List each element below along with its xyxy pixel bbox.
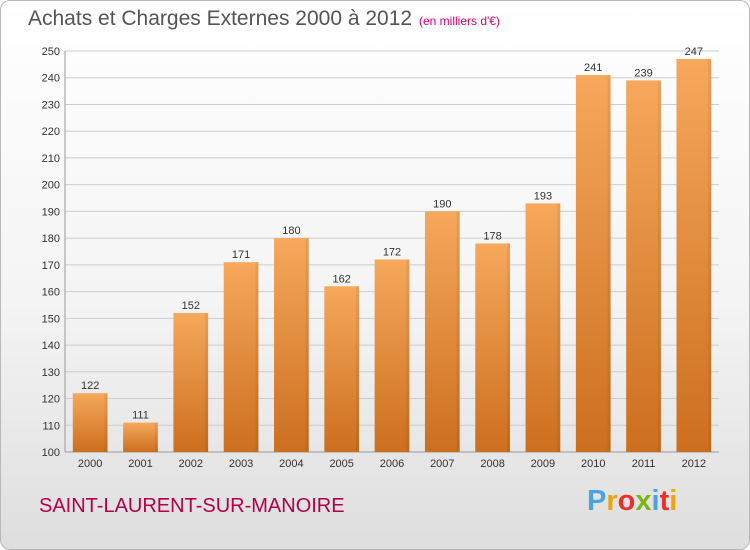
y-tick-label: 140 (42, 340, 60, 352)
bar-2010 (575, 75, 611, 452)
logo-letter: r (606, 485, 618, 517)
y-tick-label: 150 (42, 313, 60, 325)
y-axis-ticks: 100 110 120 130 140 150 160 170 180 190 200 210 220 2… (42, 46, 60, 459)
data-label: 241 (584, 62, 602, 74)
bar-2012 (676, 59, 712, 453)
y-tick-label: 170 (42, 260, 60, 272)
logo-letter: x (635, 485, 652, 517)
bars (72, 59, 712, 453)
logo-letter: t (659, 485, 670, 517)
y-tick-label: 110 (42, 420, 60, 432)
commune-name: SAINT-LAURENT-SUR-MANOIRE (39, 495, 345, 517)
y-tick-label: 120 (42, 394, 60, 406)
y-tick-label: 250 (42, 46, 60, 58)
bar-shade (255, 262, 259, 452)
data-label: 247 (685, 46, 703, 58)
bar-shade (607, 75, 611, 452)
y-tick-label: 190 (42, 206, 60, 218)
data-label: 190 (433, 198, 451, 210)
bar-shade (205, 312, 209, 452)
y-tick-label: 220 (42, 126, 60, 138)
data-labels: 122 111 152 171 180 162 172 190 178 193 241 239 247 (81, 46, 703, 422)
bar-2000 (72, 393, 108, 452)
data-label: 239 (634, 67, 652, 79)
bar-2006 (374, 259, 410, 452)
logo-letter: o (617, 485, 636, 517)
x-tick-label: 2008 (480, 458, 504, 470)
x-tick-label: 2010 (581, 458, 605, 470)
y-tick-label: 210 (42, 153, 60, 165)
bar-shade (506, 243, 510, 452)
x-tick-label: 2006 (380, 458, 404, 470)
logo-letter: i (651, 485, 660, 517)
x-tick-label: 2002 (179, 458, 203, 470)
data-label: 193 (534, 190, 552, 202)
logo-letter: i (669, 485, 678, 517)
chart-unit: (en milliers d'€) (419, 14, 500, 28)
x-tick-label: 2000 (78, 458, 102, 470)
bar-shade (406, 259, 410, 452)
bar-2009 (525, 203, 561, 452)
x-tick-label: 2012 (682, 458, 706, 470)
bar-2008 (475, 243, 510, 452)
bar-shade (154, 422, 158, 452)
y-tick-label: 160 (42, 287, 60, 299)
x-tick-label: 2009 (531, 458, 555, 470)
y-tick-label: 180 (42, 233, 60, 245)
y-tick-label: 240 (42, 73, 60, 85)
bar-shade (305, 238, 309, 452)
data-label: 152 (182, 300, 200, 312)
y-tick-label: 130 (42, 367, 60, 379)
x-tick-label: 2007 (430, 458, 454, 470)
bar-2004 (274, 238, 309, 452)
y-tick-label: 100 (42, 447, 60, 459)
data-label: 162 (333, 273, 351, 285)
bar-shade (356, 286, 360, 452)
logo-letter: P (587, 485, 607, 517)
bar-2002 (173, 312, 209, 452)
x-tick-label: 2011 (632, 458, 656, 470)
bar-shade (657, 80, 661, 452)
proxiti-logo: Proxiti (587, 485, 677, 518)
data-label: 178 (483, 230, 501, 242)
y-tick-label: 230 (42, 99, 60, 111)
bar-shade (708, 59, 712, 453)
bar-shade (104, 393, 108, 452)
data-label: 171 (232, 249, 250, 261)
bar-2001 (123, 422, 158, 452)
x-axis-ticks: 2000 2001 2002 2003 2004 2005 2006 2007 2008 2009… (78, 458, 706, 470)
data-label: 180 (282, 225, 300, 237)
x-tick-label: 2005 (329, 458, 353, 470)
x-tick-label: 2003 (229, 458, 253, 470)
data-label: 122 (81, 380, 99, 392)
x-tick-label: 2004 (279, 458, 303, 470)
x-tick-label: 2001 (128, 458, 152, 470)
bar-2005 (324, 286, 360, 452)
bar-2003 (223, 262, 259, 452)
bar-2007 (424, 211, 460, 452)
y-tick-label: 200 (42, 180, 60, 192)
bar-2011 (626, 80, 661, 452)
bar-shade (456, 211, 460, 452)
chart-title: Achats et Charges Externes 2000 à 2012 (28, 7, 413, 30)
data-label: 111 (132, 410, 149, 422)
data-label: 172 (383, 247, 401, 259)
bar-shade (557, 203, 561, 452)
